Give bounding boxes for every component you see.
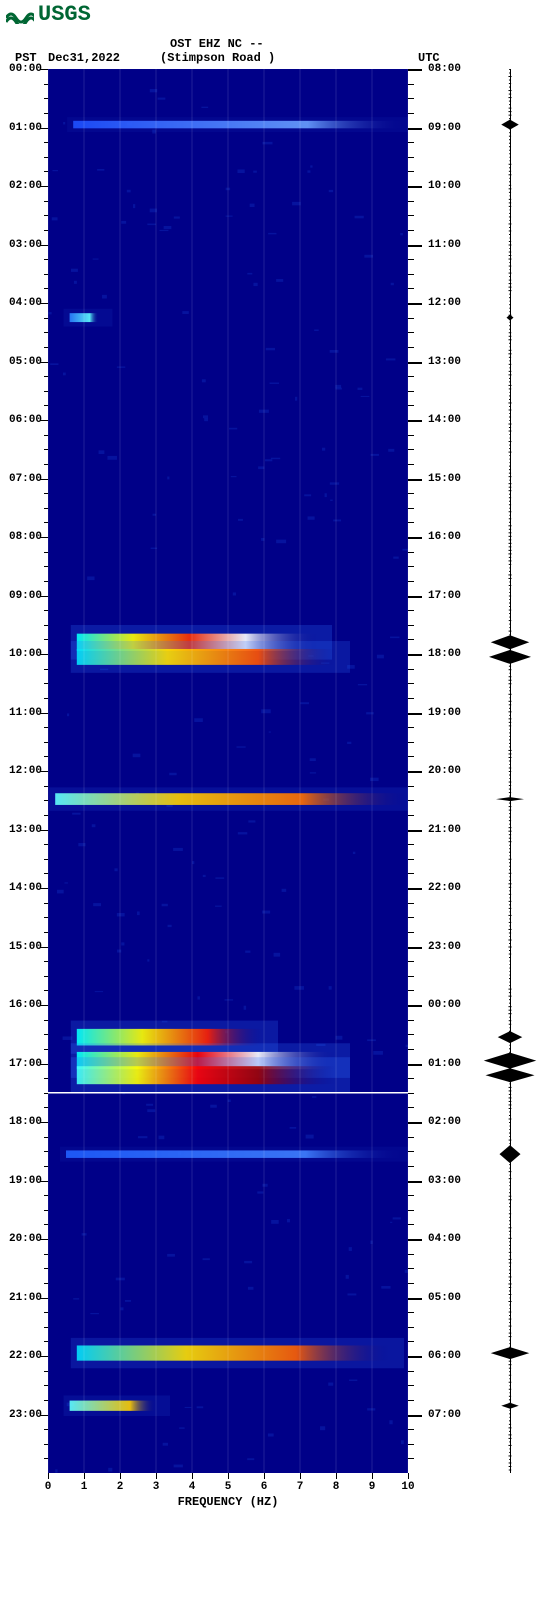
station-label: OST EHZ NC -- bbox=[170, 37, 264, 51]
freq-tick-label: 7 bbox=[297, 1481, 304, 1493]
pst-tick-label: 14:00 bbox=[9, 882, 42, 894]
pst-tick-label: 10:00 bbox=[9, 648, 42, 660]
pst-tick-label: 20:00 bbox=[9, 1233, 42, 1245]
freq-tick-label: 6 bbox=[261, 1481, 268, 1493]
utc-tick-label: 04:00 bbox=[428, 1233, 461, 1245]
freq-tick-label: 8 bbox=[333, 1481, 340, 1493]
utc-tick-label: 13:00 bbox=[428, 356, 461, 368]
pst-tick-label: 22:00 bbox=[9, 1350, 42, 1362]
pst-tick-label: 21:00 bbox=[9, 1292, 42, 1304]
spectrogram-svg bbox=[48, 69, 408, 1473]
pst-tick-label: 07:00 bbox=[9, 473, 42, 485]
utc-tick-label: 09:00 bbox=[428, 122, 461, 134]
pst-tick-label: 11:00 bbox=[9, 707, 42, 719]
freq-tick-label: 4 bbox=[189, 1481, 196, 1493]
utc-tick-label: 01:00 bbox=[428, 1058, 461, 1070]
usgs-wave-icon bbox=[6, 6, 34, 24]
freq-tick-label: 2 bbox=[117, 1481, 124, 1493]
seismogram-svg bbox=[475, 69, 545, 1473]
pst-tick-label: 17:00 bbox=[9, 1058, 42, 1070]
usgs-logo: USGS bbox=[0, 0, 552, 29]
utc-tick-label: 05:00 bbox=[428, 1292, 461, 1304]
utc-tick-label: 21:00 bbox=[428, 824, 461, 836]
freq-tick-label: 3 bbox=[153, 1481, 160, 1493]
utc-tick-label: 03:00 bbox=[428, 1175, 461, 1187]
utc-tick-label: 11:00 bbox=[428, 239, 461, 251]
utc-axis: 08:0009:0010:0011:0012:0013:0014:0015:00… bbox=[408, 69, 468, 1473]
pst-tick-label: 04:00 bbox=[9, 297, 42, 309]
location-label: (Stimpson Road ) bbox=[160, 51, 275, 65]
utc-tick-label: 06:00 bbox=[428, 1350, 461, 1362]
pst-tick-label: 19:00 bbox=[9, 1175, 42, 1187]
plot-area: 00:00 01:00 02:00 03:00 04:00 05:00 06:00 07:00… bbox=[0, 69, 552, 1529]
pst-tick-label: 03:00 bbox=[9, 239, 42, 251]
pst-tick-label: 12:00 bbox=[9, 765, 42, 777]
spectrogram bbox=[48, 69, 408, 1473]
date-label: Dec31,2022 bbox=[48, 51, 120, 65]
utc-tick-label: 08:00 bbox=[428, 63, 461, 75]
utc-tick-label: 02:00 bbox=[428, 1116, 461, 1128]
pst-tick-label: 00:00 bbox=[9, 63, 42, 75]
seismogram-strip bbox=[475, 69, 545, 1473]
pst-axis: 00:0001:0002:0003:0004:0005:0006:0007:00… bbox=[0, 69, 48, 1473]
pst-tick-label: 02:00 bbox=[9, 180, 42, 192]
utc-tick-label: 16:00 bbox=[428, 531, 461, 543]
pst-tick-label: 16:00 bbox=[9, 999, 42, 1011]
pst-tick-label: 18:00 bbox=[9, 1116, 42, 1128]
pst-tick-label: 01:00 bbox=[9, 122, 42, 134]
utc-tick-label: 17:00 bbox=[428, 590, 461, 602]
freq-tick-label: 10 bbox=[401, 1481, 414, 1493]
utc-tick-label: 00:00 bbox=[428, 999, 461, 1011]
utc-tick-label: 14:00 bbox=[428, 414, 461, 426]
freq-tick-label: 0 bbox=[45, 1481, 52, 1493]
utc-tick-label: 20:00 bbox=[428, 765, 461, 777]
freq-tick-label: 5 bbox=[225, 1481, 232, 1493]
utc-tick-label: 07:00 bbox=[428, 1409, 461, 1421]
utc-tick-label: 23:00 bbox=[428, 941, 461, 953]
utc-tick-label: 10:00 bbox=[428, 180, 461, 192]
pst-tick-label: 09:00 bbox=[9, 590, 42, 602]
utc-tick-label: 18:00 bbox=[428, 648, 461, 660]
frequency-axis-label: FREQUENCY (HZ) bbox=[178, 1495, 279, 1509]
utc-tick-label: 12:00 bbox=[428, 297, 461, 309]
utc-tick-label: 22:00 bbox=[428, 882, 461, 894]
utc-tick-label: 19:00 bbox=[428, 707, 461, 719]
utc-tick-label: 15:00 bbox=[428, 473, 461, 485]
pst-tick-label: 06:00 bbox=[9, 414, 42, 426]
freq-tick-label: 1 bbox=[81, 1481, 88, 1493]
freq-tick-label: 9 bbox=[369, 1481, 376, 1493]
pst-tick-label: 08:00 bbox=[9, 531, 42, 543]
pst-tick-label: 23:00 bbox=[9, 1409, 42, 1421]
pst-tick-label: 15:00 bbox=[9, 941, 42, 953]
plot-header: PST Dec31,2022 OST EHZ NC -- (Stimpson R… bbox=[0, 29, 552, 69]
pst-tick-label: 13:00 bbox=[9, 824, 42, 836]
usgs-logo-text: USGS bbox=[38, 2, 91, 27]
pst-tick-label: 05:00 bbox=[9, 356, 42, 368]
